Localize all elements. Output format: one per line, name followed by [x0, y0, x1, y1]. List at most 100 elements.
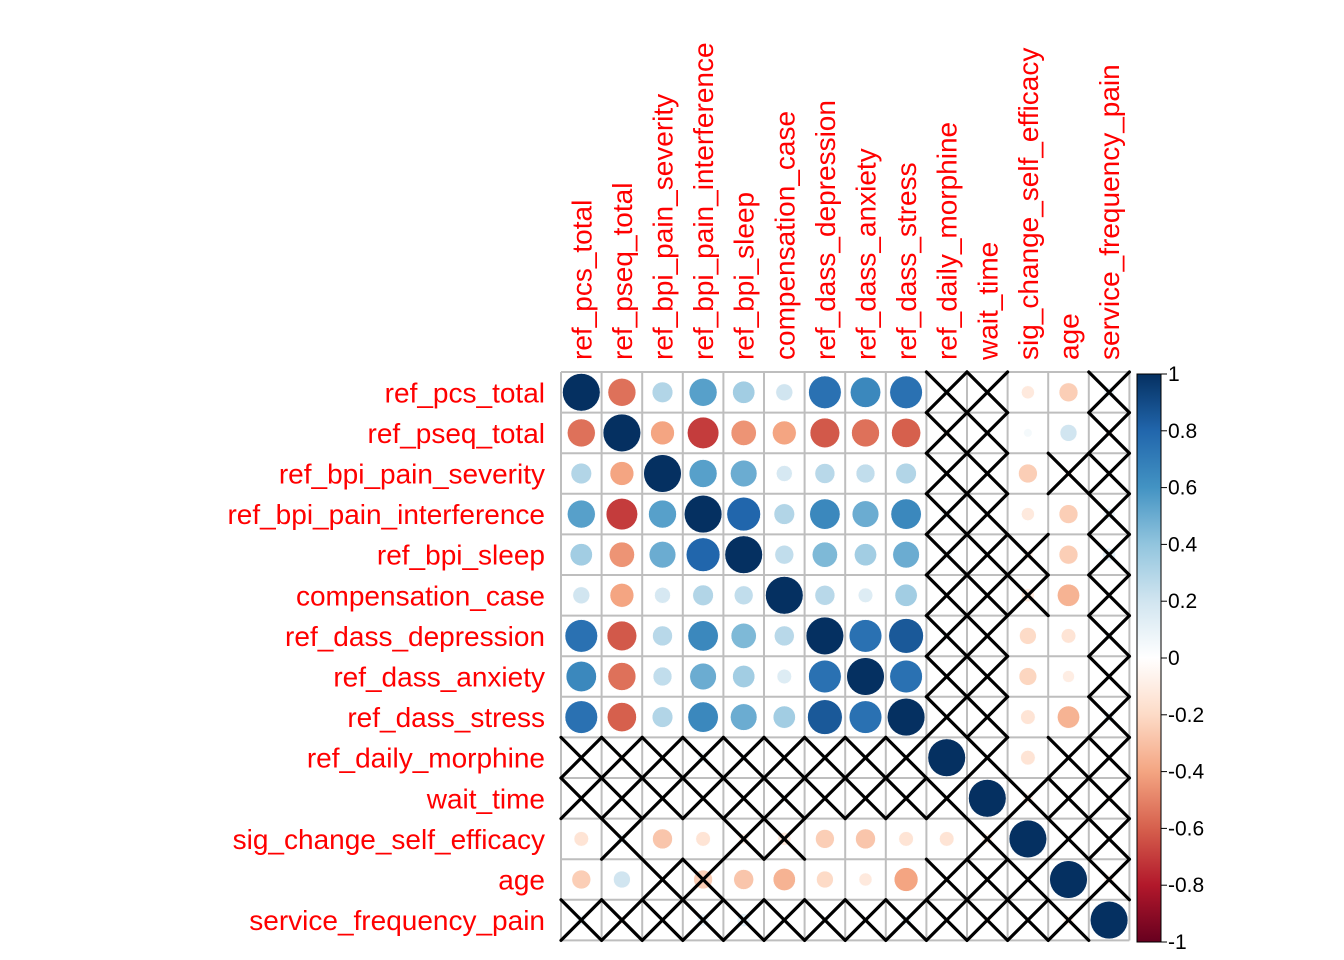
corr-circle [814, 585, 836, 606]
cross-mark [640, 898, 685, 943]
corr-circle [968, 779, 1007, 818]
corr-circle [1049, 860, 1088, 899]
corr-circle [898, 831, 914, 847]
corr-circle [807, 699, 843, 735]
corr-circle [890, 498, 922, 530]
row-label: ref_bpi_pain_interference [227, 499, 545, 530]
cross-mark [762, 735, 807, 780]
cross-mark [1005, 776, 1050, 821]
corr-circle [565, 661, 597, 692]
cross-mark [924, 654, 969, 699]
corr-circle [855, 828, 876, 850]
matrix-cells [559, 370, 1132, 943]
corr-circle [609, 461, 635, 486]
colorbar-tick-label: 0 [1168, 647, 1180, 670]
corr-circle [609, 583, 635, 608]
cross-mark [1087, 411, 1132, 455]
cross-mark [965, 898, 1010, 943]
cross-mark [559, 898, 604, 943]
cross-mark [762, 776, 807, 821]
corr-circle [651, 381, 674, 403]
row-label: ref_daily_morphine [307, 743, 545, 774]
column-label: ref_bpi_pain_severity [648, 94, 679, 360]
corr-circle [1060, 628, 1077, 644]
corr-circle [809, 417, 840, 448]
cross-mark [1087, 451, 1132, 496]
column-label: service_frequency_pain [1094, 64, 1125, 360]
column-label: ref_dass_anxiety [851, 148, 882, 360]
cross-mark [924, 532, 969, 577]
corr-circle [695, 831, 711, 847]
corr-circle [1021, 507, 1035, 521]
corr-circle [814, 463, 836, 484]
column-label: ref_pseq_total [607, 183, 638, 360]
corr-circle [891, 418, 921, 448]
corr-circle [652, 625, 673, 647]
corr-circle [809, 498, 841, 530]
corr-circle [846, 657, 885, 696]
corr-circle [808, 659, 842, 694]
cross-mark [924, 857, 969, 902]
corr-circle [609, 541, 635, 568]
cross-mark [762, 816, 807, 861]
corr-circle [567, 499, 596, 529]
cross-mark [721, 776, 766, 821]
cross-mark [965, 411, 1010, 455]
colorbar-tick-label: 0.8 [1168, 420, 1197, 443]
cross-mark [843, 776, 888, 821]
corr-circle [687, 620, 719, 652]
corr-circle [571, 869, 591, 890]
cross-mark [802, 776, 847, 821]
cross-mark [681, 898, 726, 943]
cross-mark [599, 776, 644, 821]
cross-mark [924, 573, 969, 618]
column-label: ref_bpi_pain_interference [688, 42, 719, 360]
cross-mark [1087, 735, 1132, 780]
row-label: compensation_case [296, 580, 545, 611]
cross-mark [721, 735, 766, 780]
colorbar-tick-label: 0.2 [1168, 590, 1197, 613]
corr-circle [734, 585, 754, 605]
corr-circle [1023, 428, 1033, 438]
cross-mark [924, 451, 969, 496]
corr-circle [648, 499, 677, 529]
cross-mark [1005, 573, 1050, 618]
corr-circle [567, 418, 596, 448]
corr-circle [732, 380, 756, 404]
cross-mark [965, 532, 1010, 577]
column-labels: ref_pcs_total ref_pseq_total ref_bpi_pain_… [566, 42, 1125, 361]
corr-circle [772, 705, 796, 729]
cross-mark [721, 816, 766, 861]
cross-mark [559, 776, 604, 821]
row-label: ref_dass_stress [347, 702, 545, 733]
corr-circle [652, 666, 673, 687]
cross-mark [1087, 654, 1132, 699]
cross-mark [1087, 492, 1132, 537]
colorbar-gradient [1136, 373, 1162, 943]
corr-circle [895, 462, 917, 485]
cross-mark [965, 816, 1010, 861]
cross-mark [965, 654, 1010, 699]
corr-circle [572, 586, 590, 604]
cross-mark [884, 735, 929, 780]
cross-mark [1005, 898, 1050, 943]
corr-circle [808, 375, 842, 409]
corr-circle [688, 459, 718, 488]
row-label: ref_pcs_total [385, 377, 545, 408]
corr-circle [851, 418, 880, 448]
cross-mark [1005, 532, 1050, 577]
cross-mark [802, 735, 847, 780]
colorbar-tick-label: -0.6 [1168, 817, 1204, 840]
row-label: wait_time [426, 783, 545, 814]
corr-circle [772, 420, 797, 446]
cross-mark [681, 857, 726, 902]
corr-circle [850, 376, 881, 408]
cross-mark [924, 370, 969, 415]
corr-circle [1090, 901, 1129, 940]
cross-mark [681, 776, 726, 821]
corr-circle [613, 870, 631, 889]
corr-circle [573, 831, 589, 847]
column-label: compensation_case [769, 111, 800, 360]
corr-circle [775, 383, 793, 401]
corr-circle [687, 416, 720, 449]
